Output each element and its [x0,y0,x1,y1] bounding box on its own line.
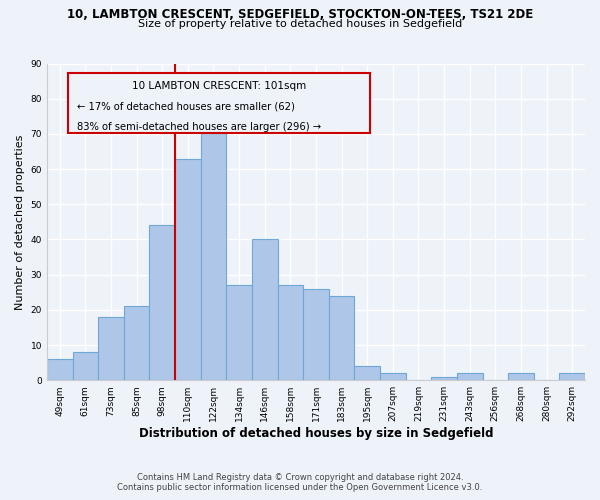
Bar [431,376,457,380]
Bar [124,306,149,380]
Text: ← 17% of detached houses are smaller (62): ← 17% of detached houses are smaller (62… [77,102,295,112]
Bar [226,285,252,380]
Bar [508,373,534,380]
Text: Contains HM Land Registry data © Crown copyright and database right 2024.
Contai: Contains HM Land Registry data © Crown c… [118,473,482,492]
X-axis label: Distribution of detached houses by size in Sedgefield: Distribution of detached houses by size … [139,427,493,440]
Y-axis label: Number of detached properties: Number of detached properties [15,134,25,310]
Bar [252,240,278,380]
Bar [149,226,175,380]
Text: 10, LAMBTON CRESCENT, SEDGEFIELD, STOCKTON-ON-TEES, TS21 2DE: 10, LAMBTON CRESCENT, SEDGEFIELD, STOCKT… [67,8,533,20]
Bar [47,359,73,380]
Bar [73,352,98,380]
Bar [457,373,482,380]
Text: 10 LAMBTON CRESCENT: 101sqm: 10 LAMBTON CRESCENT: 101sqm [132,81,306,91]
Bar [303,288,329,380]
Bar [200,130,226,380]
Bar [355,366,380,380]
Bar [329,296,355,380]
Bar [98,317,124,380]
FancyBboxPatch shape [68,73,370,133]
Bar [278,285,303,380]
Text: 83% of semi-detached houses are larger (296) →: 83% of semi-detached houses are larger (… [77,122,320,132]
Bar [175,158,200,380]
Bar [559,373,585,380]
Bar [380,373,406,380]
Text: Size of property relative to detached houses in Sedgefield: Size of property relative to detached ho… [138,19,462,29]
